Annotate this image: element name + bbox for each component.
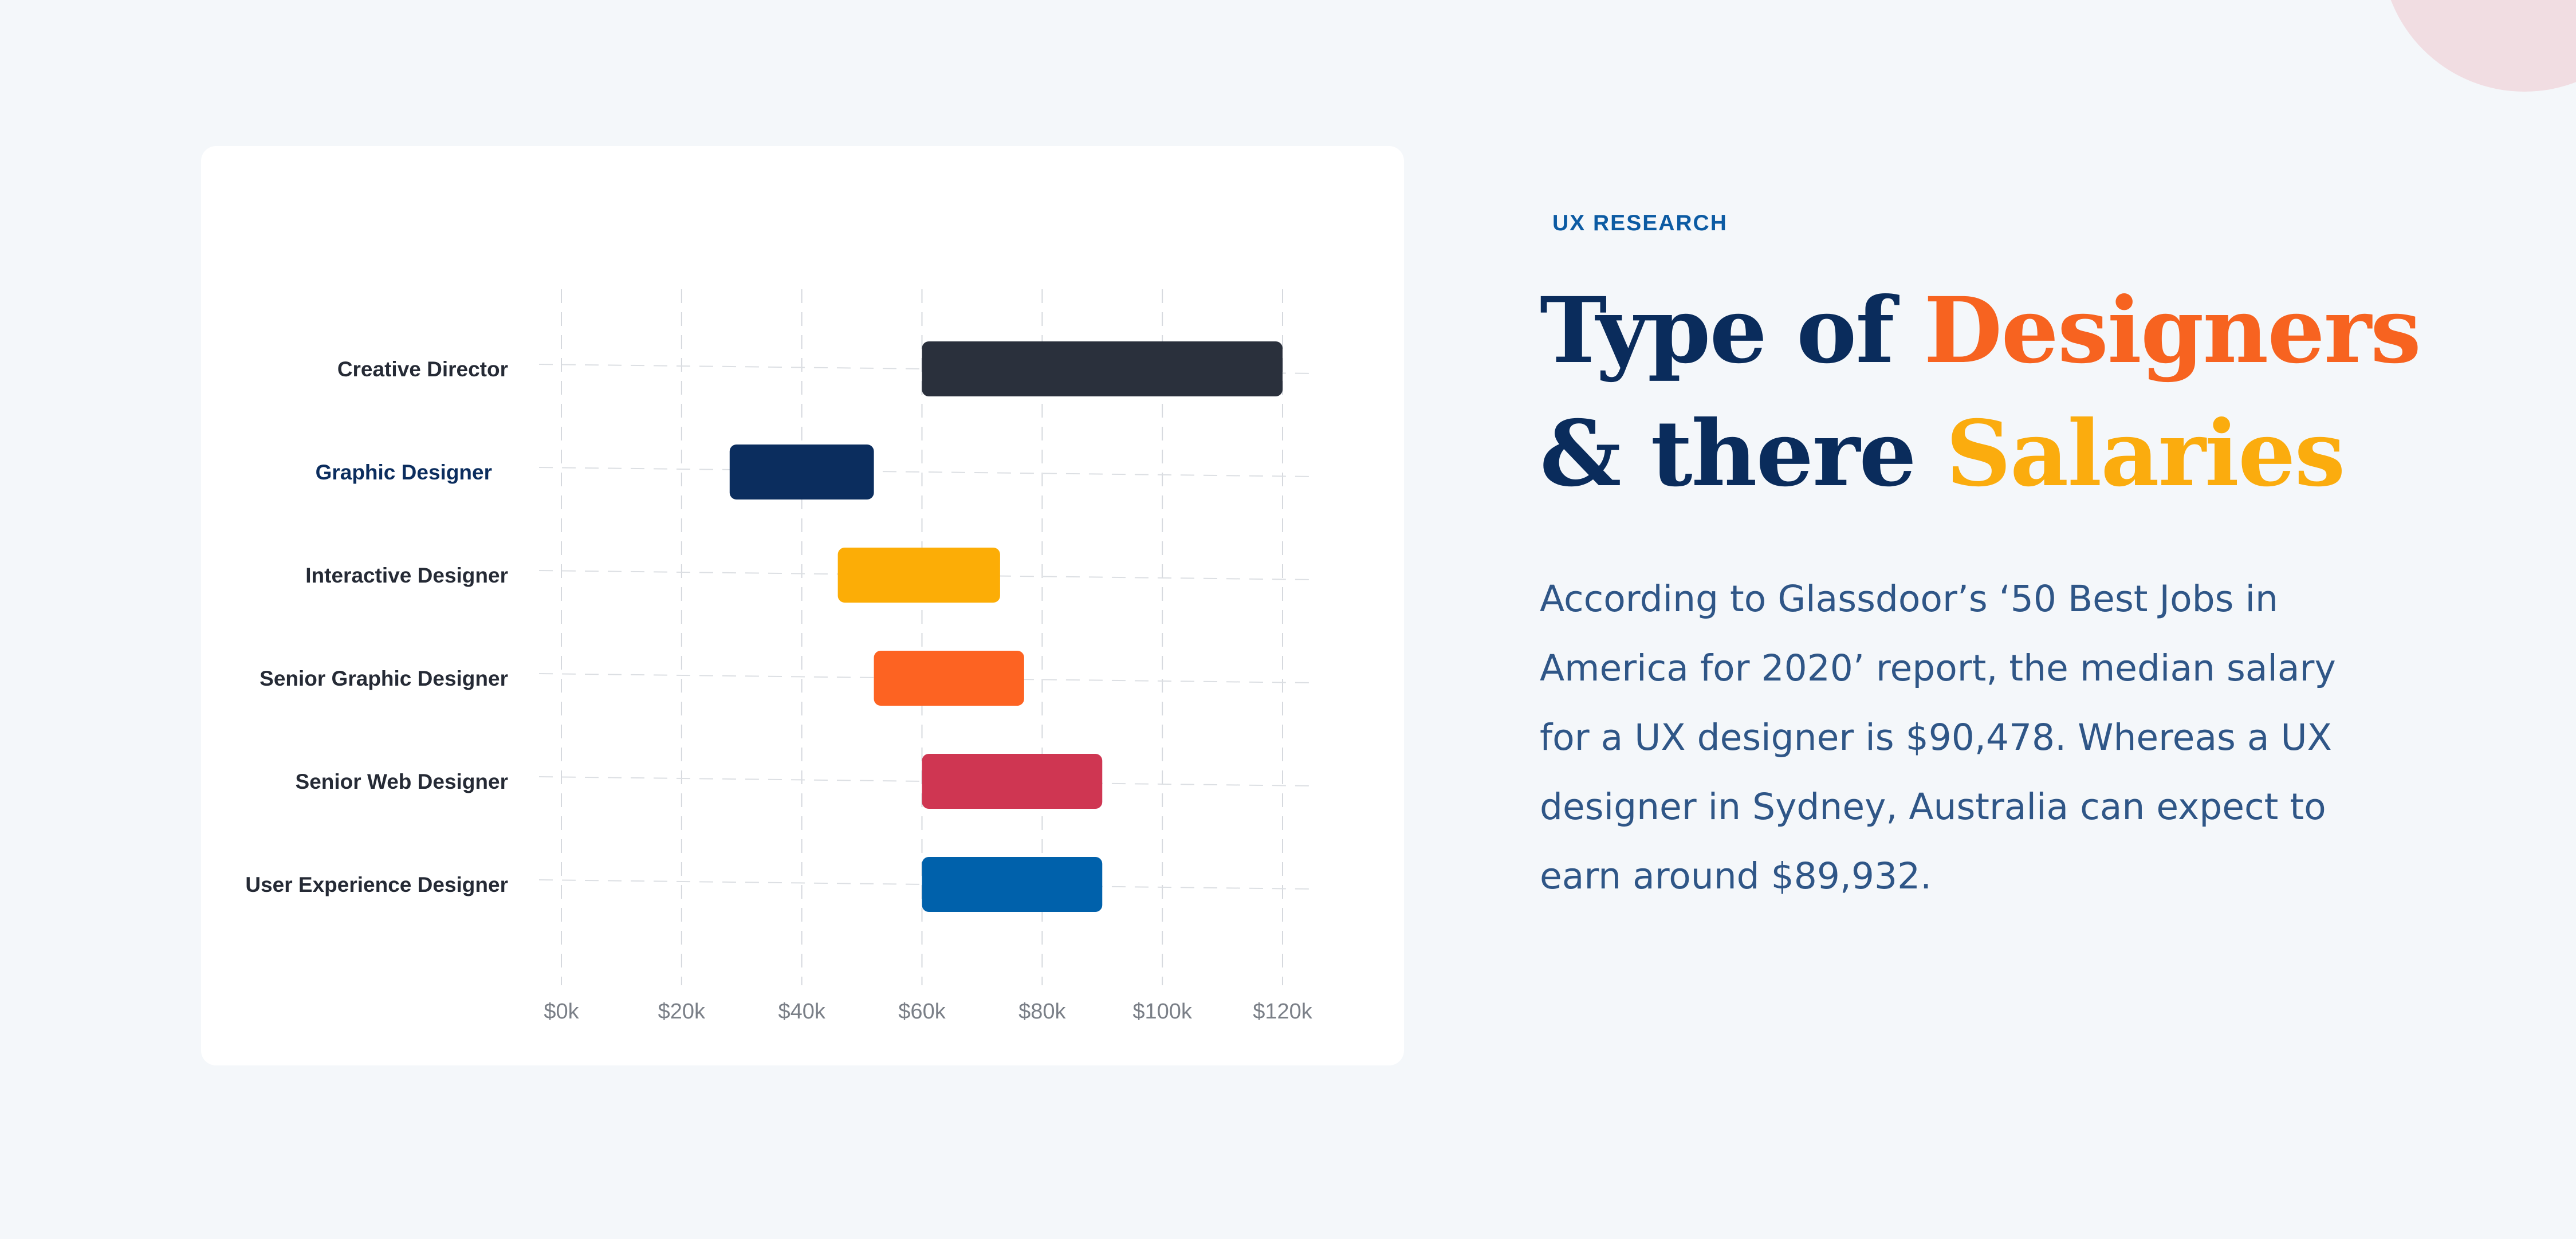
grid-line-horizontal <box>538 776 1313 786</box>
x-tick-label: $120k <box>1253 1000 1313 1024</box>
grid-line-horizontal <box>538 673 1313 683</box>
x-tick-label: $20k <box>658 1000 706 1024</box>
bars <box>729 341 1283 912</box>
category-labels: Creative Director Graphic Designer Interac… <box>245 357 508 896</box>
title-part-1: Type of <box>1540 278 1924 384</box>
title-part-2: & there <box>1540 401 1946 507</box>
salary-range-chart: Creative Director Graphic Designer Interac… <box>245 289 1313 1024</box>
chart-card: Creative Director Graphic Designer Interac… <box>201 146 1404 1065</box>
grid-line-horizontal <box>538 570 1313 580</box>
grid-line-horizontal <box>538 467 1313 477</box>
section-eyebrow: UX RESEARCH <box>1552 211 1728 235</box>
category-label: Interactive Designer <box>305 564 508 587</box>
x-tick-label: $0k <box>544 1000 579 1024</box>
category-label: Graphic Designer <box>316 461 492 484</box>
bar-senior-web-designer <box>922 754 1103 809</box>
description-paragraph: According to Glassdoor’s ‘50 Best Jobs i… <box>1540 578 2336 897</box>
bar-interactive-designer <box>837 548 1000 603</box>
page-title: Type of Designers & there Salaries <box>1540 269 2421 516</box>
bar-senior-graphic-designer <box>874 651 1024 706</box>
grid-lines <box>538 289 1313 985</box>
title-highlight-designers: Designers <box>1924 278 2421 384</box>
category-label: Senior Graphic Designer <box>259 667 508 690</box>
bar-creative-director <box>922 341 1283 396</box>
category-label: User Experience Designer <box>245 873 508 896</box>
decorative-corner-circle <box>2381 0 2576 92</box>
grid-line-horizontal <box>538 879 1313 890</box>
bar-graphic-designer <box>729 445 874 499</box>
category-label: Creative Director <box>337 357 508 381</box>
bar-user-experience-designer <box>922 857 1103 912</box>
category-label: Senior Web Designer <box>296 770 508 793</box>
x-tick-label: $40k <box>778 1000 825 1024</box>
x-tick-label: $80k <box>1018 1000 1066 1024</box>
x-axis-ticks: $0k $20k $40k $60k $80k $100k $120k <box>544 1000 1312 1024</box>
title-highlight-salaries: Salaries <box>1945 401 2346 507</box>
x-tick-label: $60k <box>898 1000 946 1024</box>
x-tick-label: $100k <box>1132 1000 1193 1024</box>
